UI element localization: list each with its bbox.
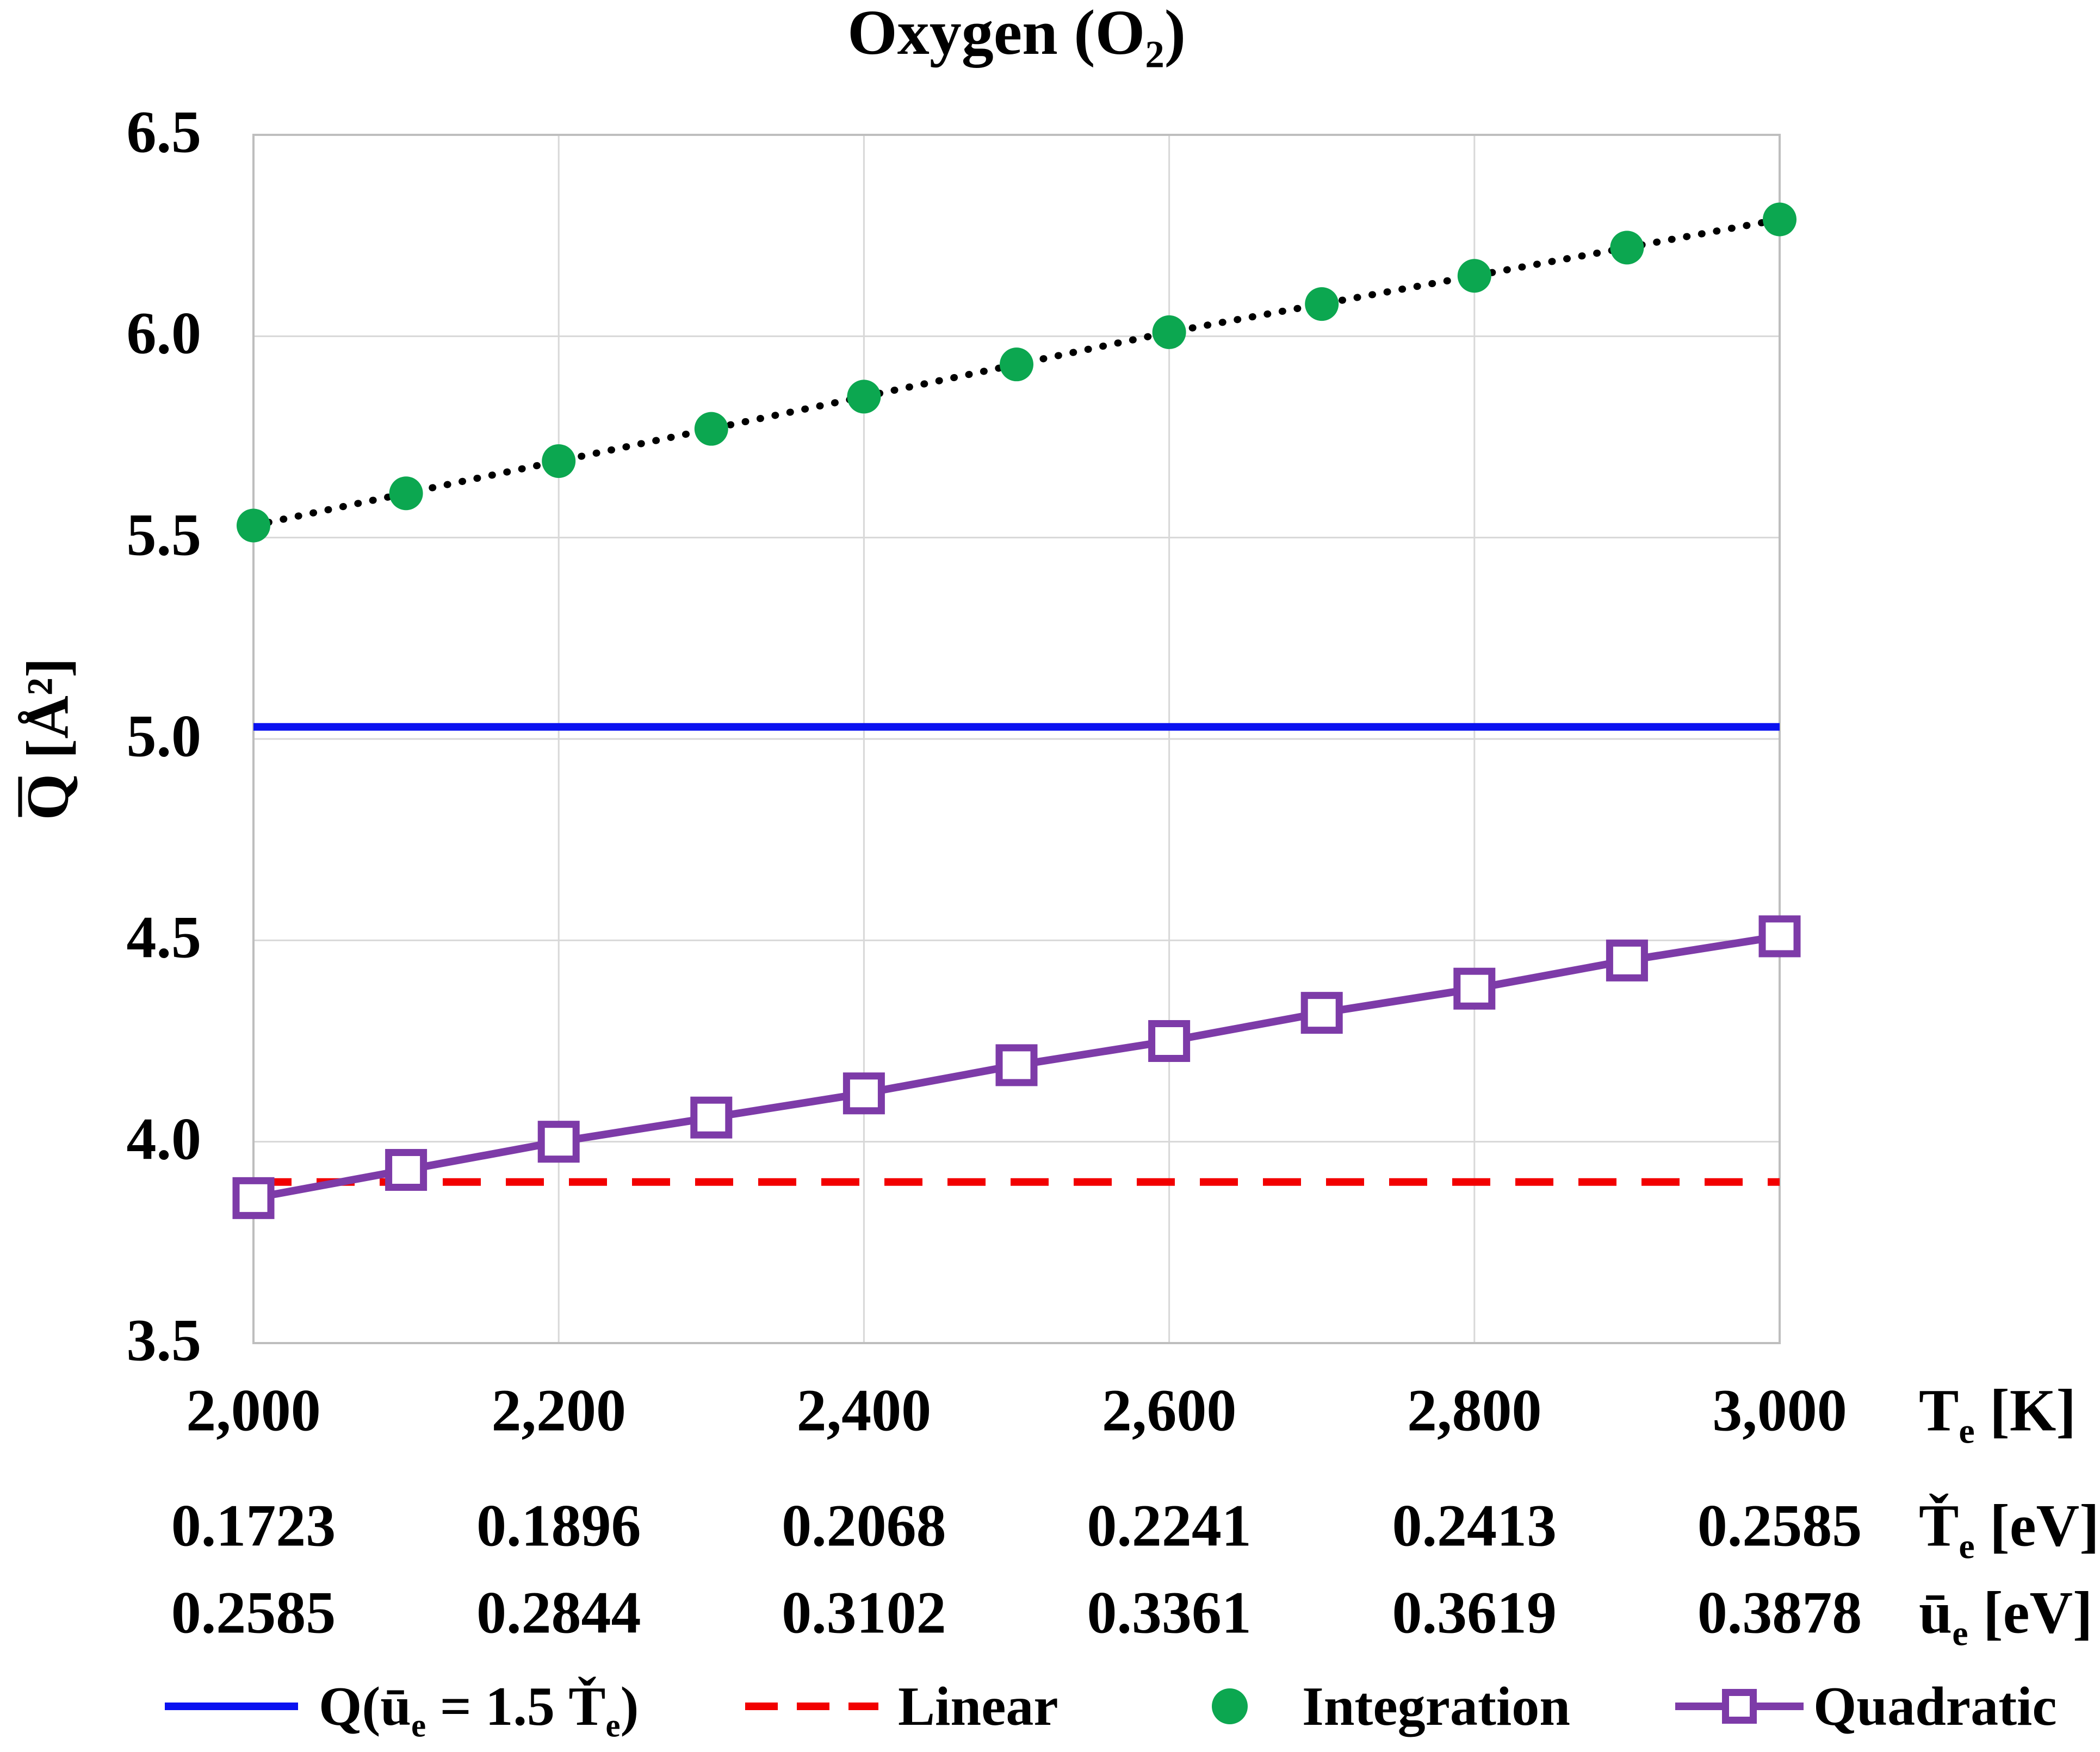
text-segment: = 1.5 Ť (426, 1675, 606, 1737)
integration-dot-marker (694, 412, 728, 446)
x-tick-label-mean-energy-ev: 0.3361 (1087, 1579, 1252, 1646)
y-tick-label: 5.5 (126, 501, 202, 568)
subscript: 2 (1145, 33, 1164, 76)
legend-item-qbar: Q(ūe = 1.5 Ťe) (165, 1663, 639, 1750)
quadratic-square-marker (843, 1072, 885, 1115)
subscript: e (1959, 1411, 1975, 1451)
legend-item-quadratic: Quadratic (1675, 1663, 2057, 1750)
x-tick-label-temperature-kelvin: 3,000 (1712, 1377, 1847, 1444)
legend-label-linear: Linear (898, 1675, 1058, 1737)
green-dot-swatch (1212, 1688, 1248, 1724)
subscript: e (1952, 1613, 1968, 1654)
quadratic-square-marker (1453, 967, 1496, 1010)
text-segment: ) (1164, 0, 1186, 68)
x-tick-label-mean-energy-ev: 0.2585 (171, 1579, 336, 1646)
quadratic-square-marker (995, 1044, 1038, 1086)
integration-dot-marker (1763, 202, 1797, 237)
legend-item-linear: Linear (745, 1663, 1058, 1750)
x-tick-label-temperature-ev: 0.2585 (1697, 1492, 1862, 1559)
quadratic-square-marker (232, 1177, 275, 1219)
quadratic-square-marker (1758, 915, 1801, 958)
subscript: e (1959, 1526, 1975, 1567)
x-tick-label-temperature-kelvin: 2,400 (796, 1377, 932, 1444)
axis-unit-label-mean-energy-ev: ūe [eV] (1919, 1579, 2093, 1652)
y-tick-label: 6.5 (126, 98, 202, 165)
text-segment: ) (620, 1675, 639, 1737)
legend-label-quadratic: Quadratic (1813, 1675, 2057, 1737)
integration-dot-marker (237, 508, 270, 543)
y-tick-label: 6.0 (126, 300, 202, 366)
integration-dot-marker (542, 444, 576, 478)
legend-label-integration: Integration (1302, 1675, 1570, 1737)
subscript: e (605, 1706, 621, 1744)
x-tick-label-mean-energy-ev: 0.3878 (1697, 1579, 1862, 1646)
quadratic-square-marker (690, 1096, 733, 1139)
integration-dot-marker (389, 476, 423, 511)
x-tick-label-mean-energy-ev: 0.3102 (782, 1579, 946, 1646)
x-tick-label-temperature-ev: 0.2241 (1087, 1492, 1252, 1559)
purple-open-square-swatch-part (1722, 1689, 1757, 1724)
integration-dot-marker (1152, 315, 1186, 349)
x-tick-label-temperature-kelvin: 2,600 (1101, 1377, 1237, 1444)
subscript: e (411, 1706, 426, 1744)
x-tick-label-temperature-kelvin: 2,200 (491, 1377, 626, 1444)
y-tick-label: 4.5 (126, 904, 202, 971)
x-tick-label-temperature-ev: 0.2413 (1392, 1492, 1557, 1559)
y-tick-label: 4.0 (126, 1105, 202, 1172)
x-tick-label-temperature-kelvin: 2,800 (1407, 1377, 1542, 1444)
x-tick-label-mean-energy-ev: 0.3619 (1392, 1579, 1557, 1646)
text-segment: Q(ū (319, 1675, 412, 1737)
red-dashed-line-swatch (745, 1703, 878, 1710)
quadratic-square-marker (385, 1149, 428, 1191)
text-segment: ū (1919, 1579, 1953, 1646)
purple-square-line-swatch (1675, 1688, 1804, 1724)
y-tick-label: 3.5 (126, 1307, 202, 1374)
x-tick-label-temperature-ev: 0.1896 (476, 1492, 641, 1559)
plot-border (252, 134, 1781, 1344)
integration-dot-marker (1305, 287, 1339, 321)
quadratic-square-marker (537, 1121, 580, 1163)
integration-dot-marker (847, 380, 881, 414)
integration-dot-marker (1457, 259, 1491, 293)
integration-dot-marker (1610, 231, 1644, 265)
integration-dot-marker (1000, 347, 1033, 382)
legend: Q(ūe = 1.5 Ťe) Linear Integration Quadra… (0, 1663, 2100, 1750)
text-segment: Ť (1919, 1492, 1959, 1559)
text-segment: [K] (1974, 1377, 2076, 1444)
axis-unit-label-temperature-kelvin: Te [K] (1919, 1376, 2076, 1450)
quadratic-square-marker (1148, 1020, 1191, 1062)
text-segment: Oxygen (O (847, 0, 1145, 68)
text-segment: [eV] (1974, 1492, 2099, 1559)
axis-unit-label-temperature-ev: Ťe [eV] (1919, 1492, 2099, 1565)
legend-label-qbar: Q(ūe = 1.5 Ťe) (319, 1675, 639, 1742)
legend-item-integration: Integration (1212, 1663, 1570, 1750)
quadratic-square-marker (1606, 939, 1648, 981)
y-tick-label: 5.0 (126, 703, 202, 769)
blue-solid-line-swatch (165, 1703, 298, 1710)
x-tick-label-mean-energy-ev: 0.2844 (476, 1579, 641, 1646)
x-tick-label-temperature-ev: 0.2068 (782, 1492, 946, 1559)
x-tick-label-temperature-ev: 0.1723 (171, 1492, 336, 1559)
text-segment: [eV] (1968, 1579, 2093, 1646)
text-segment: T (1919, 1377, 1959, 1444)
x-tick-label-temperature-kelvin: 2,000 (186, 1377, 321, 1444)
chart-title: Oxygen (O2) (847, 0, 1186, 74)
quadratic-square-marker (1300, 992, 1343, 1034)
